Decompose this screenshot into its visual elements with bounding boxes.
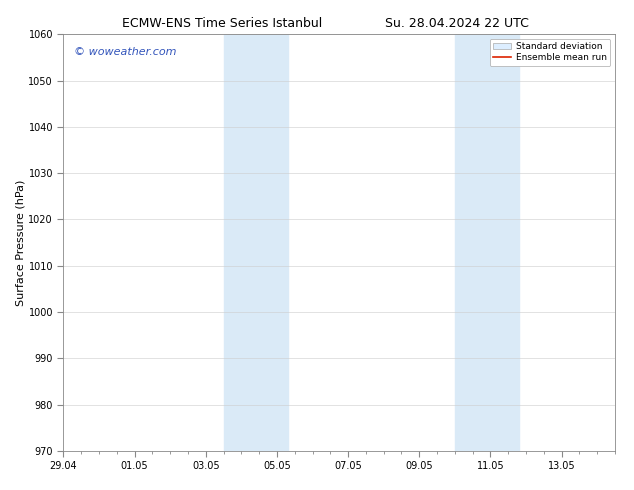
- Text: © woweather.com: © woweather.com: [74, 47, 177, 57]
- Text: ECMW-ENS Time Series Istanbul: ECMW-ENS Time Series Istanbul: [122, 17, 322, 30]
- Bar: [455, 34, 519, 451]
- Bar: [224, 34, 288, 451]
- Legend: Standard deviation, Ensemble mean run: Standard deviation, Ensemble mean run: [489, 39, 611, 66]
- Y-axis label: Surface Pressure (hPa): Surface Pressure (hPa): [16, 179, 25, 306]
- Text: Su. 28.04.2024 22 UTC: Su. 28.04.2024 22 UTC: [385, 17, 528, 30]
